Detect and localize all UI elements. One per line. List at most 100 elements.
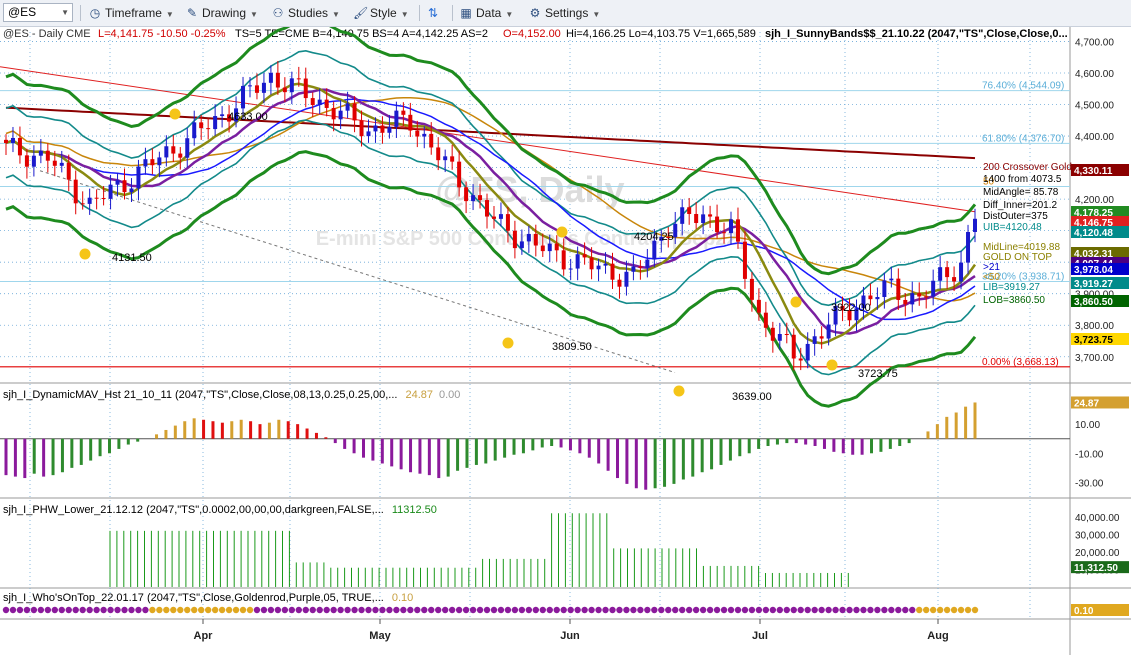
whos-on-top-dot	[888, 606, 895, 614]
whos-on-top-dot	[114, 606, 121, 614]
candle-body	[701, 214, 706, 223]
whos-on-top-dot	[30, 606, 38, 614]
whos-on-top-dot	[490, 606, 498, 614]
time-axis: Apr May Jun Jul Aug	[194, 619, 949, 642]
candle-body	[310, 98, 315, 106]
whos-on-top-dot	[281, 606, 289, 614]
price-tag-label: 3,919.27	[1074, 279, 1113, 290]
candle-body	[763, 312, 768, 328]
candle-body	[289, 78, 294, 93]
whos-on-top-dot	[602, 606, 609, 614]
whos-on-top-dot	[936, 606, 944, 614]
link-windows-button[interactable]: ⇅	[426, 3, 443, 23]
candle-body	[840, 305, 845, 311]
candle-body	[282, 87, 287, 93]
candle-body	[296, 78, 301, 80]
inner-band-upper	[5, 49, 976, 307]
whos-on-top-dot	[476, 606, 484, 614]
whos-on-top-dot	[588, 606, 595, 614]
candle-body	[694, 213, 699, 223]
whos-on-top-dot	[435, 606, 442, 614]
candle-body	[108, 184, 113, 199]
candle-body	[708, 214, 713, 217]
whos-on-top-dot	[197, 606, 205, 614]
whos-on-top-dot	[107, 606, 114, 614]
study-value-label: 1400 from 4073.5	[983, 174, 1062, 185]
outer-band-lower	[5, 150, 977, 408]
whos-on-top-dot	[867, 606, 874, 614]
price-tag-label: 3,860.50	[1074, 297, 1113, 308]
data-button[interactable]: ▦ Data ▼	[459, 3, 513, 23]
style-button[interactable]: 🖌 Style ▼	[353, 3, 409, 23]
whos-on-top-dot	[79, 606, 86, 614]
fib-level-label: 50	[983, 177, 995, 188]
candle-body	[875, 296, 880, 300]
whos-on-top-dot	[316, 606, 323, 614]
whos-on-top-dot	[421, 606, 428, 614]
dynamic-mav-study: sjh_I_DynamicMAV_Hst 21_10_11 (2047,"TS"…	[3, 389, 397, 401]
whos-on-top-dot	[184, 606, 191, 614]
symbol-input[interactable]: @ES ▼	[3, 3, 73, 22]
candle-body	[387, 126, 392, 133]
candle-body	[101, 197, 106, 199]
whos-on-top-dot	[679, 606, 686, 614]
candle-body	[415, 130, 420, 137]
whos-on-top-title: sjh_I_Who'sOnTop_22.01.17 (2047,"TS",Clo…	[3, 592, 413, 604]
drawing-button[interactable]: ✎ Drawing ▼	[185, 3, 258, 23]
swing-annotation: 3639.00	[732, 391, 772, 403]
candle-body	[966, 231, 971, 263]
whos-on-top-dot	[957, 606, 965, 614]
whos-on-top-dot	[330, 606, 337, 614]
candle-body	[917, 293, 922, 297]
link-icon: ⇅	[427, 6, 439, 20]
wot-current-tag	[1071, 604, 1129, 616]
whos-on-top-dot	[156, 606, 163, 614]
whos-on-top-dot	[804, 606, 811, 614]
whos-on-top-dot	[253, 606, 261, 614]
whos-on-top-dot	[246, 606, 254, 614]
candle-body	[582, 254, 587, 258]
candle-body	[680, 207, 685, 224]
candle-body	[638, 266, 643, 268]
candle-body	[408, 114, 413, 131]
candle-body	[171, 146, 176, 154]
chart-area[interactable]: @ES, Daily E-mini S&P 500 Continuous Con…	[0, 27, 1131, 655]
candle-body	[645, 259, 650, 268]
candle-body	[80, 203, 85, 205]
whos-on-top-dot	[393, 606, 400, 614]
whos-on-top-dot	[400, 606, 407, 614]
whos-on-top-dot	[790, 606, 797, 614]
symbol-value: @ES	[8, 5, 37, 19]
candle-body	[443, 156, 448, 161]
studies-button[interactable]: ⚇ Studies ▼	[271, 3, 340, 23]
candle-body	[87, 197, 92, 204]
timeframe-button[interactable]: ◷ Timeframe ▼	[88, 3, 174, 23]
candle-body	[59, 162, 64, 166]
whos-on-top-dot	[762, 606, 770, 614]
whos-on-top-dot	[483, 606, 491, 614]
candle-body	[624, 271, 629, 287]
phw-tick-label: 20,000.00	[1075, 548, 1120, 559]
swing-point-marker	[673, 385, 685, 397]
style-label: Style	[370, 6, 397, 20]
whos-on-top-dot	[839, 606, 846, 614]
candle-body	[359, 120, 364, 137]
settings-button[interactable]: ⚙ Settings ▼	[528, 3, 601, 23]
whos-on-top-dot	[204, 606, 212, 614]
dynamic-mav-value: 24.87	[405, 389, 433, 401]
price-tag-label: 4,120.48	[1074, 228, 1113, 239]
candle-body	[45, 150, 50, 161]
whos-on-top-dot	[497, 606, 505, 614]
candle-body	[931, 280, 936, 297]
fib-level-label: 76.40% (4,544.09)	[982, 81, 1064, 92]
candle-body	[952, 277, 957, 282]
whos-on-top-dot	[630, 606, 637, 614]
candle-body	[38, 150, 43, 156]
study-value-label: GOLD ON TOP	[983, 252, 1052, 263]
candle-body	[798, 358, 803, 361]
whos-on-top-dot	[51, 606, 58, 614]
phw-title: sjh_I_PHW_Lower_21.12.12 (2047,"TS",0.00…	[3, 504, 437, 516]
candle-body	[666, 236, 671, 238]
whos-on-top-dot	[525, 606, 533, 614]
whos-on-top-dot	[65, 606, 72, 614]
